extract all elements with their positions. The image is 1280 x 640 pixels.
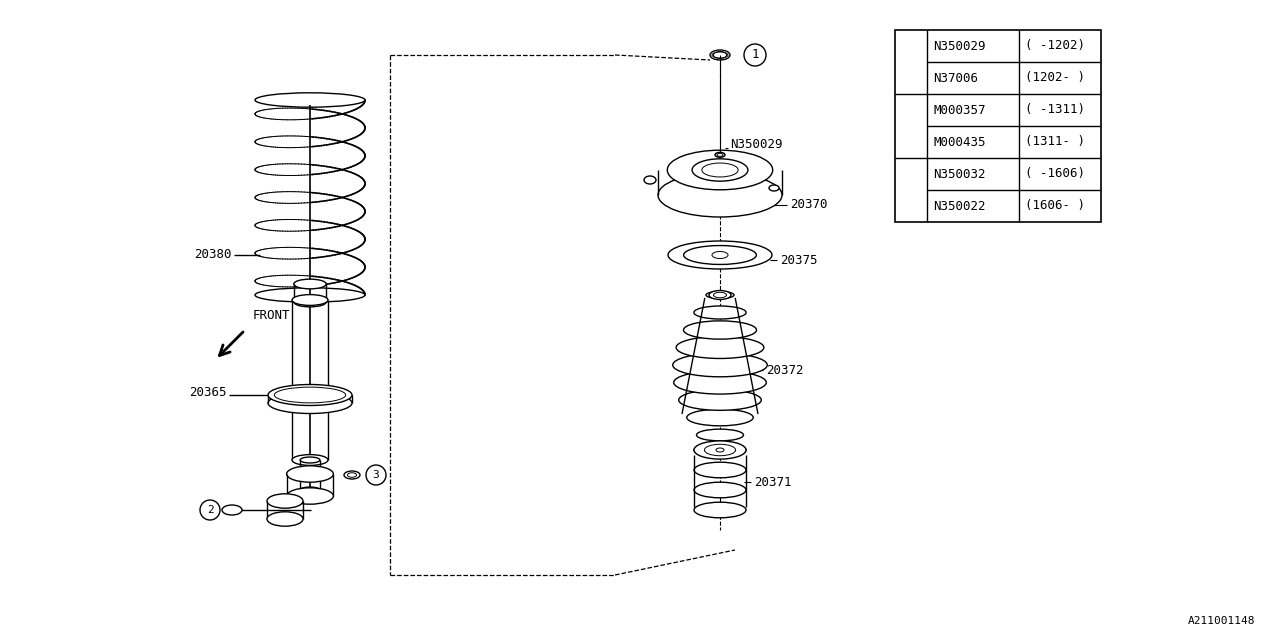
- Text: ( -1606): ( -1606): [1025, 168, 1085, 180]
- Text: 2: 2: [206, 505, 214, 515]
- Ellipse shape: [769, 185, 780, 191]
- Ellipse shape: [255, 93, 365, 107]
- Text: N350029: N350029: [933, 40, 986, 52]
- Ellipse shape: [712, 252, 728, 259]
- Ellipse shape: [287, 466, 333, 482]
- Ellipse shape: [292, 294, 328, 305]
- Ellipse shape: [716, 448, 724, 452]
- Ellipse shape: [268, 494, 303, 508]
- Circle shape: [366, 465, 387, 485]
- Text: (1606- ): (1606- ): [1025, 200, 1085, 212]
- Text: 20375: 20375: [780, 253, 818, 266]
- Ellipse shape: [692, 159, 748, 181]
- Ellipse shape: [696, 429, 744, 441]
- Circle shape: [200, 500, 220, 520]
- Ellipse shape: [694, 502, 746, 518]
- Ellipse shape: [300, 457, 320, 463]
- Ellipse shape: [673, 371, 767, 394]
- Ellipse shape: [300, 487, 320, 493]
- Ellipse shape: [694, 306, 746, 319]
- Ellipse shape: [292, 454, 328, 465]
- Text: N350032: N350032: [933, 168, 986, 180]
- Text: 3: 3: [372, 470, 379, 480]
- Text: 20370: 20370: [790, 198, 827, 211]
- Ellipse shape: [344, 471, 360, 479]
- Circle shape: [900, 115, 922, 137]
- Circle shape: [900, 51, 922, 73]
- Text: ( -1202): ( -1202): [1025, 40, 1085, 52]
- Ellipse shape: [268, 512, 303, 526]
- Ellipse shape: [658, 173, 782, 217]
- Circle shape: [744, 44, 765, 66]
- Ellipse shape: [687, 409, 753, 426]
- Ellipse shape: [668, 241, 772, 269]
- Ellipse shape: [710, 50, 730, 60]
- Circle shape: [900, 179, 922, 201]
- Text: 1: 1: [908, 56, 915, 68]
- Text: N37006: N37006: [933, 72, 978, 84]
- Text: (1202- ): (1202- ): [1025, 72, 1085, 84]
- Ellipse shape: [268, 385, 352, 406]
- Bar: [895, 30, 1101, 222]
- Text: 2: 2: [908, 120, 915, 132]
- Text: A211001148: A211001148: [1188, 616, 1254, 626]
- Ellipse shape: [694, 441, 746, 459]
- Ellipse shape: [268, 392, 352, 413]
- Ellipse shape: [255, 288, 365, 302]
- Text: 20365: 20365: [189, 385, 227, 399]
- Text: M000357: M000357: [933, 104, 986, 116]
- Ellipse shape: [707, 291, 733, 298]
- Ellipse shape: [684, 321, 756, 339]
- Ellipse shape: [294, 297, 326, 307]
- Ellipse shape: [676, 337, 764, 358]
- Ellipse shape: [694, 462, 746, 478]
- Text: N350022: N350022: [933, 200, 986, 212]
- Ellipse shape: [287, 488, 333, 504]
- Ellipse shape: [673, 353, 767, 377]
- Ellipse shape: [694, 482, 746, 498]
- Ellipse shape: [667, 150, 773, 190]
- Ellipse shape: [678, 390, 762, 410]
- Ellipse shape: [644, 176, 657, 184]
- Text: N350029: N350029: [730, 138, 782, 152]
- Text: 20380: 20380: [195, 248, 232, 262]
- Ellipse shape: [694, 442, 746, 458]
- Text: ( -1311): ( -1311): [1025, 104, 1085, 116]
- Text: FRONT: FRONT: [253, 309, 291, 322]
- Ellipse shape: [221, 505, 242, 515]
- Text: 1: 1: [751, 49, 759, 61]
- Text: 20371: 20371: [754, 476, 791, 488]
- Text: 3: 3: [908, 184, 915, 196]
- Text: 20372: 20372: [765, 364, 804, 376]
- Ellipse shape: [294, 279, 326, 289]
- Text: M000435: M000435: [933, 136, 986, 148]
- Ellipse shape: [709, 291, 731, 300]
- Text: (1311- ): (1311- ): [1025, 136, 1085, 148]
- Ellipse shape: [716, 152, 724, 157]
